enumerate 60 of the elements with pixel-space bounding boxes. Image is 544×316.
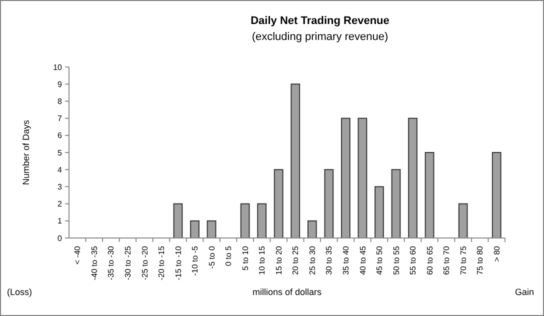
x-axis-title: millions of dollars — [252, 287, 322, 297]
x-tick-label: 5 to 10 — [240, 245, 250, 270]
x-tick-label: -5 to 0 — [207, 245, 216, 269]
bar — [374, 186, 384, 238]
x-tick-label: 0 to 5 — [224, 245, 234, 266]
x-tick-label: -20 to -15 — [157, 245, 166, 280]
bar — [257, 203, 267, 238]
chart-subtitle: (excluding primary revenue) — [252, 31, 388, 43]
bar — [358, 118, 368, 238]
y-tick-label: 1 — [58, 216, 63, 226]
x-tick-label: -40 to -35 — [90, 245, 99, 280]
x-tick-label: 15 to 20 — [274, 245, 284, 275]
x-tick-label: > 80 — [492, 245, 502, 262]
x-tick-label: 75 to 80 — [476, 245, 485, 275]
bar — [492, 152, 502, 238]
x-tick-label: -35 to -30 — [106, 245, 116, 280]
bar — [341, 118, 350, 238]
y-tick-label: 10 — [53, 62, 63, 72]
x-tick-label: < -40 — [73, 245, 82, 264]
x-tick-label: 40 to 45 — [358, 245, 368, 275]
bar — [173, 203, 183, 238]
y-tick-label: 7 — [58, 114, 63, 124]
bar — [190, 220, 200, 238]
x-tick-label: 65 to 70 — [442, 245, 452, 275]
text: (Loss) — [7, 287, 32, 297]
x-tick-label: 30 to 35 — [324, 245, 334, 275]
x-tick-label: 70 to 75 — [458, 245, 468, 275]
x-tick-label: -10 to -5 — [190, 245, 200, 276]
y-axis-title: Number of Days — [21, 119, 31, 186]
x-tick-label: 35 to 40 — [341, 245, 350, 275]
x-tick-label: 45 to 50 — [375, 245, 384, 275]
bar — [458, 203, 468, 238]
bar — [290, 84, 300, 238]
x-tick-label: -30 to -25 — [123, 245, 132, 280]
x-tick-label: 10 to 15 — [258, 245, 267, 275]
y-tick-label: 3 — [58, 182, 63, 192]
x-tick-label: 55 to 60 — [408, 245, 418, 275]
y-tick-label: 6 — [58, 131, 63, 140]
bar — [206, 220, 216, 238]
y-tick-label: 4 — [58, 165, 63, 174]
y-tick-label: 8 — [58, 97, 63, 106]
bar — [240, 203, 250, 238]
y-tick-label: 2 — [58, 200, 63, 209]
y-tick-label: 5 — [58, 148, 63, 158]
y-tick-label: 9 — [58, 80, 63, 89]
bar — [408, 118, 418, 238]
x-tick-label: 60 to 65 — [425, 245, 434, 275]
x-tick-label: -25 to -20 — [140, 245, 150, 280]
text: Gain — [514, 287, 534, 297]
x-tick-label: -15 to -10 — [174, 245, 183, 280]
x-tick-label: 20 to 25 — [291, 245, 300, 275]
x-tick-label: 50 to 55 — [392, 245, 401, 275]
bar — [391, 169, 401, 238]
bar — [307, 220, 317, 238]
bar — [324, 169, 334, 238]
bar — [274, 169, 284, 238]
bar — [424, 152, 434, 238]
chart-title: Daily Net Trading Revenue — [250, 15, 390, 27]
x-tick-label: 25 to 30 — [308, 245, 317, 275]
y-tick-label: 0 — [58, 234, 63, 243]
